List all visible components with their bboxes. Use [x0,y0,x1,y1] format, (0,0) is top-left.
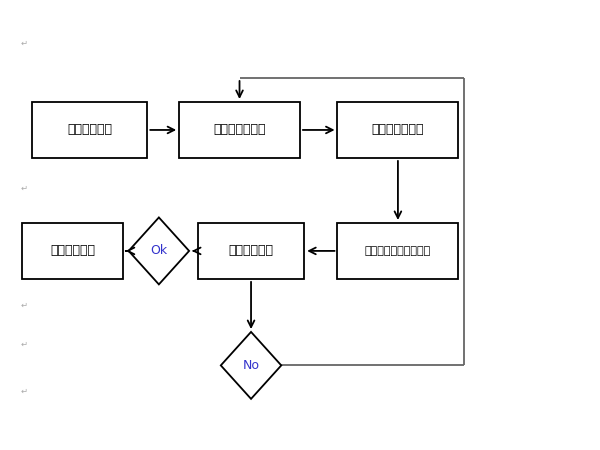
Text: 加高加固料斗: 加高加固料斗 [67,123,112,136]
Bar [198,223,304,279]
Text: ↵: ↵ [20,301,28,310]
Text: 更换料斗振动器: 更换料斗振动器 [213,123,266,136]
Text: Ok: Ok [151,244,167,257]
Text: ↵: ↵ [20,339,28,348]
Bar [337,223,458,279]
Text: ↵: ↵ [20,387,28,396]
Text: ↵: ↵ [20,220,28,230]
Polygon shape [128,217,189,284]
Text: ↵: ↵ [20,39,28,48]
Text: No: No [242,359,260,372]
Bar [22,223,123,279]
Bar [179,102,300,158]
Text: 更换计量电动机: 更换计量电动机 [371,123,424,136]
Text: 单个料斗逐一调试运行: 单个料斗逐一调试运行 [365,246,431,256]
Text: ↵: ↵ [20,184,28,193]
Text: 进行下一工序: 进行下一工序 [50,244,95,257]
Bar [32,102,148,158]
Polygon shape [221,332,281,399]
Text: 检查配料强度: 检查配料强度 [229,244,274,257]
Bar [337,102,458,158]
